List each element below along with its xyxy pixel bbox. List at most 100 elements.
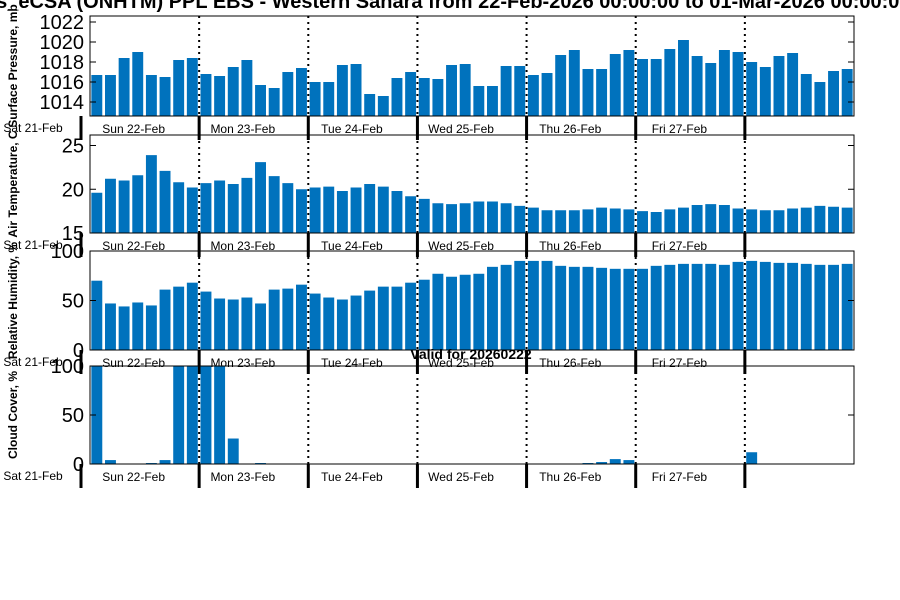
bar [637, 211, 648, 233]
day-label: Mon 23-Feb [210, 470, 275, 484]
bar [623, 50, 635, 116]
start-date-label: Sat 21-Feb [3, 355, 63, 369]
bar [623, 268, 635, 350]
bar [296, 68, 307, 116]
bar [268, 176, 280, 233]
bar [609, 268, 621, 350]
y-tick-label: 0 [73, 340, 84, 362]
bar [541, 73, 553, 116]
bar [514, 66, 526, 116]
bar [241, 177, 253, 233]
day-label: Wed 25-Feb [428, 122, 494, 136]
axes-box [89, 15, 855, 117]
y-axis-label: Cloud Cover, % [6, 371, 20, 459]
bar [227, 67, 239, 116]
bar [773, 262, 785, 350]
bar [173, 286, 185, 350]
bar [255, 303, 266, 350]
y-tick-label: 1020 [40, 32, 85, 54]
bar [814, 205, 826, 233]
bar [268, 289, 280, 350]
y-tick-label: 100 [51, 356, 84, 378]
bar [473, 86, 485, 116]
bar [596, 207, 608, 233]
bar [500, 203, 512, 233]
bar [841, 69, 853, 116]
y-tick-label: 1018 [40, 52, 85, 74]
bar [705, 204, 717, 233]
chart-subtitle: Valid for 20260222 [410, 346, 532, 362]
day-label: Fri 27-Feb [652, 122, 708, 136]
bar [759, 210, 771, 233]
bar [541, 260, 553, 350]
bar [432, 203, 444, 233]
bar [582, 209, 594, 233]
bar [377, 286, 389, 350]
bar [746, 209, 758, 233]
bar [664, 209, 676, 233]
day-label: Fri 27-Feb [652, 470, 708, 484]
bar [487, 86, 498, 116]
bar [200, 183, 212, 233]
bar [800, 207, 812, 233]
bar [623, 460, 635, 464]
bar [105, 75, 116, 116]
bar [759, 261, 771, 350]
bar [568, 210, 580, 233]
bar [637, 268, 648, 350]
bar [814, 82, 826, 116]
bar [364, 94, 376, 116]
bar [568, 50, 580, 116]
bar [336, 299, 348, 350]
start-date-label: Sat 21-Feb [3, 121, 63, 135]
bar [691, 205, 703, 233]
y-axis-label: Surface Pressure, mb [6, 4, 20, 127]
bar [227, 438, 239, 464]
bar [282, 183, 294, 233]
bar [296, 284, 307, 350]
bar [214, 298, 226, 350]
bar [582, 266, 594, 350]
bar [473, 273, 485, 350]
bar [364, 184, 376, 233]
bar [718, 50, 730, 116]
bar [227, 299, 239, 350]
bar [527, 75, 539, 116]
bar [391, 78, 403, 116]
bar [145, 305, 157, 350]
bar [446, 276, 457, 350]
bar [718, 205, 730, 233]
bar [186, 366, 198, 464]
bar [664, 264, 676, 350]
bar [623, 209, 635, 233]
bar [664, 49, 676, 116]
bar [787, 208, 799, 233]
bar [637, 59, 648, 116]
bar [787, 262, 799, 350]
bar [828, 71, 839, 116]
y-tick-label: 100 [51, 241, 84, 263]
bar [527, 207, 539, 233]
bar [841, 263, 853, 350]
bar [364, 290, 376, 350]
bar [309, 82, 321, 116]
bar [555, 210, 567, 233]
bar [118, 306, 130, 350]
bar [336, 191, 348, 233]
bar [732, 52, 744, 116]
y-tick-label: 15 [62, 223, 84, 245]
bar [841, 207, 853, 233]
bar [828, 264, 839, 350]
bar [446, 204, 457, 233]
bar [418, 78, 430, 116]
y-tick-label: 25 [62, 136, 84, 158]
bar [350, 64, 362, 116]
bar [800, 74, 812, 116]
day-label: Wed 25-Feb [428, 470, 494, 484]
bar [132, 175, 144, 233]
bar [241, 297, 253, 350]
bar [405, 72, 417, 116]
bar [732, 208, 744, 233]
